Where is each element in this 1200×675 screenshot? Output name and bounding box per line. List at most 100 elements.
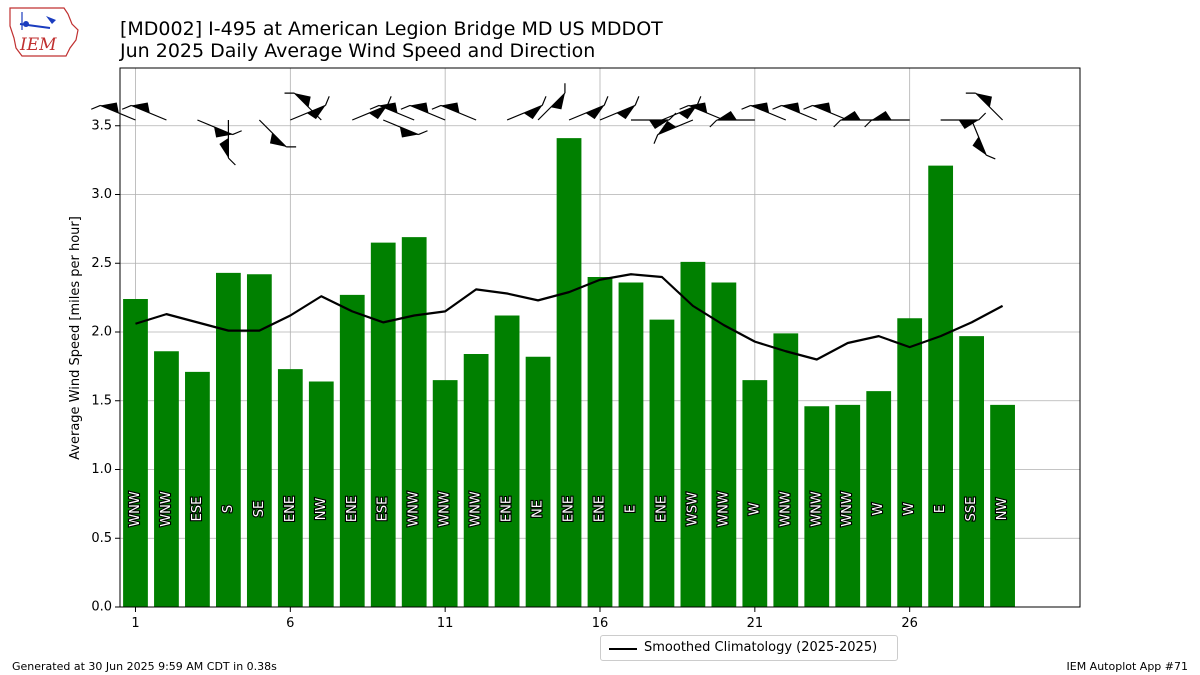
wind-barb <box>741 102 787 121</box>
wind-barb <box>653 119 694 144</box>
app-label: IEM Autoplot App #71 <box>1066 660 1189 673</box>
barb-tick <box>227 157 236 166</box>
barb-flag <box>523 105 543 120</box>
direction-label: NE <box>531 500 546 518</box>
barb-flag <box>100 102 119 114</box>
barb-tick <box>564 83 566 94</box>
direction-label: WNW <box>438 491 453 527</box>
wind-barb <box>121 102 167 121</box>
x-tick-label: 16 <box>592 616 609 631</box>
direction-label: WNW <box>159 491 174 527</box>
x-tick-label: 6 <box>286 616 294 631</box>
y-tick-label: 0.0 <box>91 600 112 615</box>
direction-label: W <box>871 502 886 515</box>
bar <box>277 369 303 607</box>
bar <box>525 356 551 607</box>
wind-barb <box>400 102 446 121</box>
barb-tick <box>603 96 609 106</box>
barb-tick <box>121 104 132 110</box>
legend-label: Smoothed Climatology (2025-2025) <box>644 640 878 655</box>
generated-timestamp: Generated at 30 Jun 2025 9:59 AM CDT in … <box>12 660 277 673</box>
bar <box>432 380 458 607</box>
barb-tick <box>653 134 659 144</box>
barb-shaft <box>378 104 415 121</box>
y-axis-label: Average Wind Speed [miles per hour] <box>68 216 83 460</box>
wind-barb <box>599 96 640 121</box>
bar <box>556 138 582 607</box>
direction-label: WNW <box>840 491 855 527</box>
barb-flag <box>306 105 326 120</box>
legend-line-swatch <box>609 648 637 650</box>
direction-label: S <box>221 505 236 513</box>
bar <box>216 272 241 607</box>
direction-label: WNW <box>809 491 824 527</box>
bar <box>835 404 861 607</box>
wind-direction-arrows <box>91 83 1004 166</box>
barb-flag <box>399 126 419 138</box>
barb-flag <box>294 93 311 108</box>
barb-flag <box>269 132 287 147</box>
direction-label: ENE <box>593 496 608 522</box>
barb-flag <box>975 93 992 108</box>
barb-flag <box>972 136 987 156</box>
y-tick-label: 1.0 <box>91 462 112 477</box>
direction-label: E <box>933 505 948 513</box>
barb-tick <box>418 130 428 136</box>
wind-barb <box>290 96 330 121</box>
bar <box>123 299 148 607</box>
wind-barb <box>568 96 609 121</box>
logo-text: IEM <box>19 35 57 55</box>
wind-barb <box>431 102 477 121</box>
bar <box>370 242 396 607</box>
barb-flag <box>648 120 669 129</box>
wind-barb <box>864 111 910 128</box>
barb-shaft <box>781 104 818 121</box>
barb-flag <box>410 102 429 114</box>
y-tick-label: 2.0 <box>91 325 112 340</box>
bar <box>959 336 984 607</box>
barb-flag <box>840 111 861 120</box>
barb-flag <box>441 102 460 114</box>
axes: 0.00.51.01.52.02.53.03.51 6 11 16 21 26 <box>91 67 1081 631</box>
bar <box>773 333 799 607</box>
wind-barb <box>940 112 987 129</box>
chart-subtitle: Jun 2025 Daily Average Wind Speed and Di… <box>120 40 596 62</box>
barb-tick <box>541 96 547 106</box>
bar <box>618 282 644 607</box>
barb-tick <box>286 146 297 148</box>
wind-barb <box>803 102 848 121</box>
barb-tick <box>709 119 718 128</box>
barb-shaft <box>657 119 694 136</box>
barb-tick <box>634 96 640 106</box>
barb-tick <box>232 130 242 136</box>
barb-tick <box>324 96 330 106</box>
barb-shaft <box>812 104 848 121</box>
wind-barb <box>382 119 428 138</box>
wind-barb <box>369 102 415 121</box>
iem-logo: IEM <box>9 7 79 57</box>
barb-shaft <box>440 104 477 121</box>
barb-shaft <box>131 104 167 121</box>
direction-label: W <box>902 502 917 515</box>
barb-flag <box>585 105 605 120</box>
direction-labels: WNW WNW ESE S SE ENE NW ENE ESE WNW WNW WNW ENE NE ENE… <box>127 490 1011 528</box>
legend: Smoothed Climatology (2025-2025) <box>600 635 898 661</box>
direction-label: ENE <box>654 496 669 522</box>
barb-shaft <box>971 119 987 156</box>
barb-shaft <box>409 104 446 121</box>
direction-label: WNW <box>407 491 422 527</box>
y-tick-label: 0.5 <box>91 531 112 546</box>
direction-label: ENE <box>345 496 360 522</box>
barb-tick <box>978 112 987 121</box>
x-tick-label: 26 <box>901 616 918 631</box>
barb-shaft <box>688 104 725 121</box>
wind-barb <box>772 102 818 121</box>
barb-flag <box>616 105 636 120</box>
barb-flag <box>131 102 150 114</box>
barb-shaft <box>599 104 636 121</box>
wind-barb <box>91 102 136 121</box>
bar <box>587 277 613 607</box>
direction-label: WSW <box>685 492 700 526</box>
chart-title: [MD002] I-495 at American Legion Bridge … <box>120 18 663 40</box>
bars <box>123 138 1015 607</box>
